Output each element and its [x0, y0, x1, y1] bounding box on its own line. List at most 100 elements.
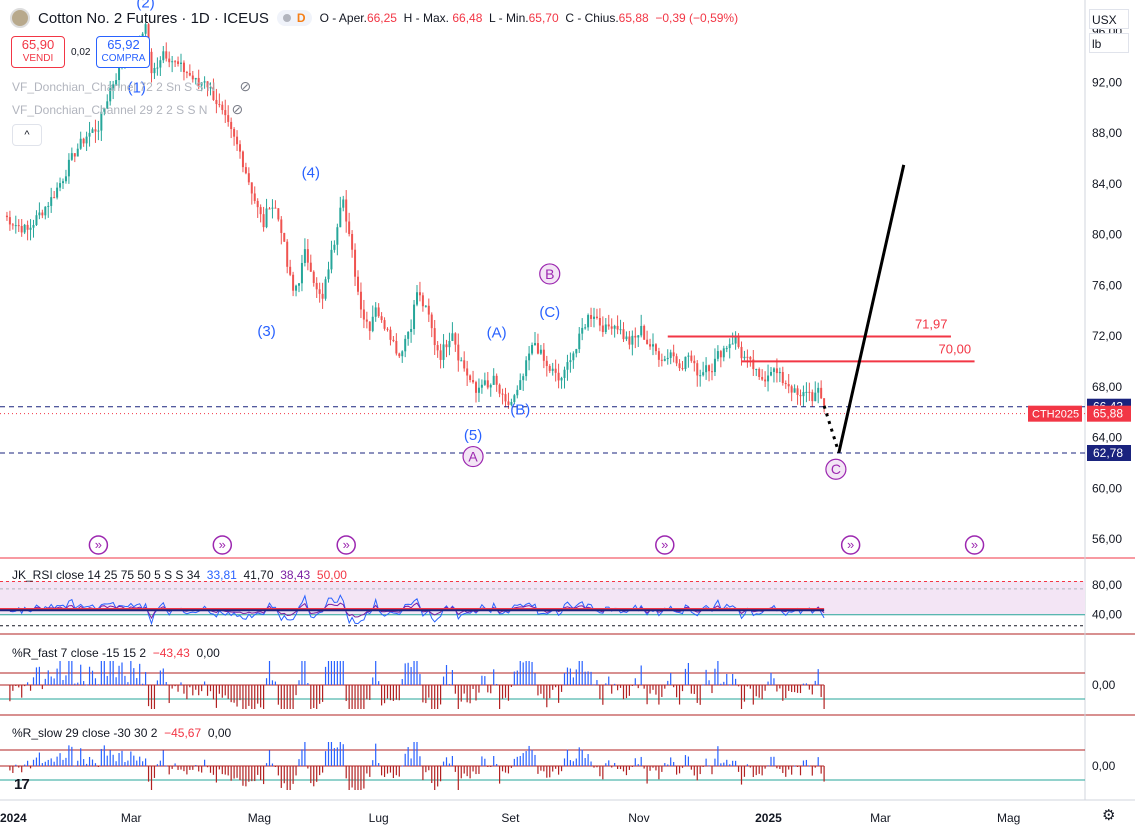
candle-body [743, 356, 746, 359]
candle-body [70, 153, 73, 160]
rslow-bar [124, 762, 126, 766]
y-tick-label: 68,00 [1092, 380, 1122, 394]
candle-body [365, 319, 368, 322]
candle-body [53, 197, 56, 199]
rslow-bar [472, 766, 474, 772]
rfast-bar [614, 683, 616, 685]
rslow-bar [667, 764, 669, 766]
rfast-bar [493, 669, 495, 685]
rslow-bar [230, 766, 232, 781]
rslow-bar [142, 761, 144, 766]
candles [5, 22, 826, 413]
x-tick-label: Set [501, 811, 520, 825]
x-tick-label: Mag [997, 811, 1020, 825]
status-dot-icon [282, 14, 291, 22]
sell-button[interactable]: 65,90 VENDI [11, 36, 65, 68]
rslow-bar [204, 759, 206, 766]
rfast-bar [794, 685, 796, 693]
candle-body [613, 325, 616, 329]
rfast-bar [366, 685, 368, 700]
rslow-bar [139, 756, 141, 766]
candle-body [11, 224, 14, 226]
rfast-bar [419, 674, 421, 685]
indicator-donchian-2[interactable]: VF_Donchian_Channel 29 2 2 S S N ⊘ [12, 101, 243, 118]
candle-body [224, 110, 227, 116]
rslow-bar [56, 756, 58, 766]
rslow-bar [357, 766, 359, 790]
candle-body [283, 232, 286, 242]
candle-body [295, 285, 298, 291]
rslow-bar [419, 756, 421, 766]
rfast-bar [540, 685, 542, 694]
rslow-bar [499, 766, 501, 784]
candle-body [702, 372, 705, 376]
rslow-bar [563, 758, 566, 766]
rfast-bar [617, 685, 619, 691]
rfast-bar [799, 685, 802, 694]
candle-body [342, 199, 345, 208]
rslow-bar [392, 766, 394, 779]
eye-hidden-icon[interactable]: ⊘ [239, 78, 252, 94]
collapse-indicators-button[interactable]: ^ [12, 124, 42, 146]
unit-select[interactable]: lb [1089, 33, 1129, 53]
rslow-pane-title[interactable]: %R_slow 29 close -30 30 2 −45,67 0,00 [12, 726, 231, 740]
rfast-bar [643, 685, 645, 689]
rfast-bar [684, 668, 687, 685]
ticker-tag [1028, 405, 1082, 422]
rfast-bar [649, 685, 651, 694]
rslow-bar [457, 766, 459, 790]
rslow-bar [209, 766, 212, 773]
rsi-pane-title[interactable]: JK_RSI close 14 25 75 50 5 S S 34 33,81 … [12, 568, 347, 582]
symbol-title[interactable]: Cotton No. 2 Futures · 1D · ICEUS [38, 9, 269, 27]
x-tick-label: Lug [369, 811, 389, 825]
rfast-pane-title[interactable]: %R_fast 7 close -15 15 2 −43,43 0,00 [12, 646, 220, 660]
rfast-bar [310, 685, 312, 709]
rfast-bar [32, 677, 35, 685]
rslow-bar [83, 759, 85, 766]
candle-body [569, 360, 572, 363]
wave-label: (A) [487, 324, 507, 341]
settings-gear-icon[interactable]: ⚙ [1102, 807, 1116, 824]
eye-hidden-icon[interactable]: ⊘ [231, 101, 244, 117]
projection-line [837, 164, 906, 454]
rfast-bar [513, 671, 515, 685]
rfast-bar [53, 678, 55, 685]
rslow-bar [708, 765, 710, 767]
rfast-bar [575, 669, 577, 685]
rslow-bar [501, 766, 504, 772]
rfast-bar [670, 673, 672, 685]
rslow-bar [274, 766, 276, 767]
rslow-bar [348, 766, 350, 790]
rslow-bar [569, 760, 571, 766]
event-icon [212, 535, 233, 555]
rfast-bar [619, 685, 622, 688]
buy-button[interactable]: 65,92 COMPRA [96, 36, 151, 68]
rfast-bar [192, 685, 194, 696]
market-status-badge[interactable]: D [276, 10, 312, 26]
rfast-value-1: −43,43 [152, 646, 190, 660]
candle-body [587, 315, 590, 328]
candle-body [150, 51, 153, 74]
candle-body [601, 325, 604, 333]
rfast-bar [174, 685, 176, 687]
rfast-bar [236, 685, 238, 707]
candle-body [253, 193, 256, 201]
candle-body [823, 398, 826, 406]
currency-select[interactable]: USX [1089, 9, 1129, 29]
rfast-bar [546, 685, 548, 708]
candle-body [811, 392, 814, 402]
tradingview-logo[interactable]: 17 [14, 776, 30, 793]
candle-body [389, 329, 392, 340]
rslow-bar [664, 763, 666, 766]
candle-body [649, 344, 652, 347]
rslow-bar [153, 766, 156, 778]
candle-body [144, 24, 147, 34]
candle-body [312, 271, 315, 283]
indicator-donchian-1[interactable]: VF_Donchian_Channel 72 2 Sn S S N ⊘ [12, 78, 251, 95]
candle-body [109, 88, 112, 102]
rfast-bar [454, 685, 456, 694]
rfast-bar [599, 685, 601, 699]
candle-body [321, 293, 324, 299]
